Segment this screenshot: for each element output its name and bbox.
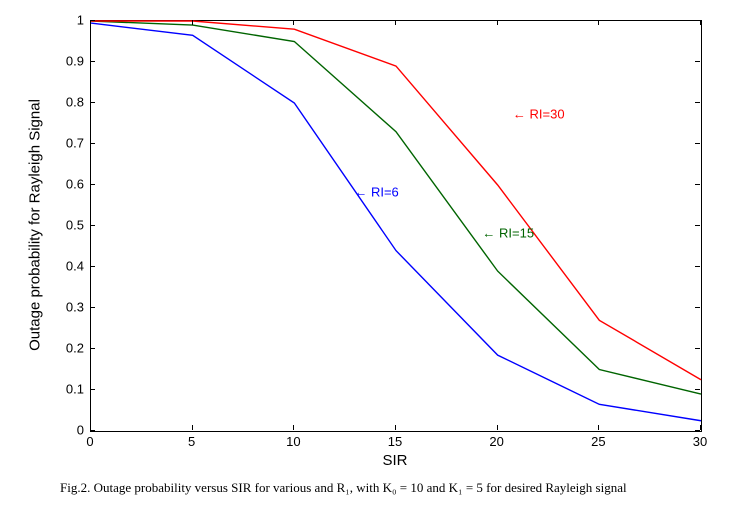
y-tick-label: 0.6 [66,177,84,192]
series-annotation: ← RI=15 [482,226,534,241]
figure: SIR Outage probability for Rayleigh Sign… [0,0,748,507]
series-annotation: ← RI=30 [513,107,565,122]
y-tick-label: 1 [77,13,84,28]
x-tick-mark [497,20,498,25]
y-tick-mark [90,102,95,103]
x-tick-mark [395,20,396,25]
y-tick-mark [90,307,95,308]
y-tick-label: 0.8 [66,95,84,110]
y-tick-mark [695,143,700,144]
y-tick-mark [695,184,700,185]
y-tick-label: 0 [77,423,84,438]
y-tick-label: 0.9 [66,54,84,69]
x-tick-label: 5 [188,434,195,449]
x-tick-label: 25 [591,434,605,449]
x-tick-label: 0 [86,434,93,449]
x-tick-mark [700,425,701,430]
x-tick-mark [293,20,294,25]
y-tick-label: 0.7 [66,136,84,151]
x-tick-label: 30 [693,434,707,449]
x-tick-mark [598,425,599,430]
y-axis-label: Outage probability for Rayleigh Signal [27,99,44,351]
y-tick-mark [90,20,95,21]
y-tick-label: 0.3 [66,300,84,315]
y-tick-mark [695,266,700,267]
x-tick-mark [192,425,193,430]
y-tick-label: 0.2 [66,341,84,356]
x-tick-label: 10 [286,434,300,449]
y-tick-mark [695,307,700,308]
series-line [91,21,701,380]
y-tick-mark [695,348,700,349]
x-tick-label: 15 [388,434,402,449]
x-tick-label: 20 [489,434,503,449]
x-tick-mark [598,20,599,25]
y-tick-mark [90,430,95,431]
series-annotation: ← RI=6 [354,185,398,200]
x-tick-mark [192,20,193,25]
x-tick-mark [395,425,396,430]
y-tick-mark [90,184,95,185]
y-tick-mark [695,102,700,103]
x-tick-mark [497,425,498,430]
y-tick-label: 0.1 [66,382,84,397]
plot-area [90,20,702,432]
y-tick-mark [90,389,95,390]
y-tick-mark [90,61,95,62]
x-tick-mark [293,425,294,430]
figure-caption: Fig.2. Outage probability versus SIR for… [60,480,627,496]
y-tick-mark [90,348,95,349]
y-tick-mark [90,225,95,226]
y-tick-mark [695,389,700,390]
y-tick-mark [695,20,700,21]
y-tick-mark [90,143,95,144]
y-tick-label: 0.4 [66,259,84,274]
y-tick-mark [90,266,95,267]
x-axis-label: SIR [382,452,407,469]
y-tick-mark [695,225,700,226]
y-tick-label: 0.5 [66,218,84,233]
y-tick-mark [695,430,700,431]
y-tick-mark [695,61,700,62]
chart-lines [91,21,701,431]
series-line [91,21,701,394]
x-tick-mark [700,20,701,25]
series-line [91,23,701,421]
